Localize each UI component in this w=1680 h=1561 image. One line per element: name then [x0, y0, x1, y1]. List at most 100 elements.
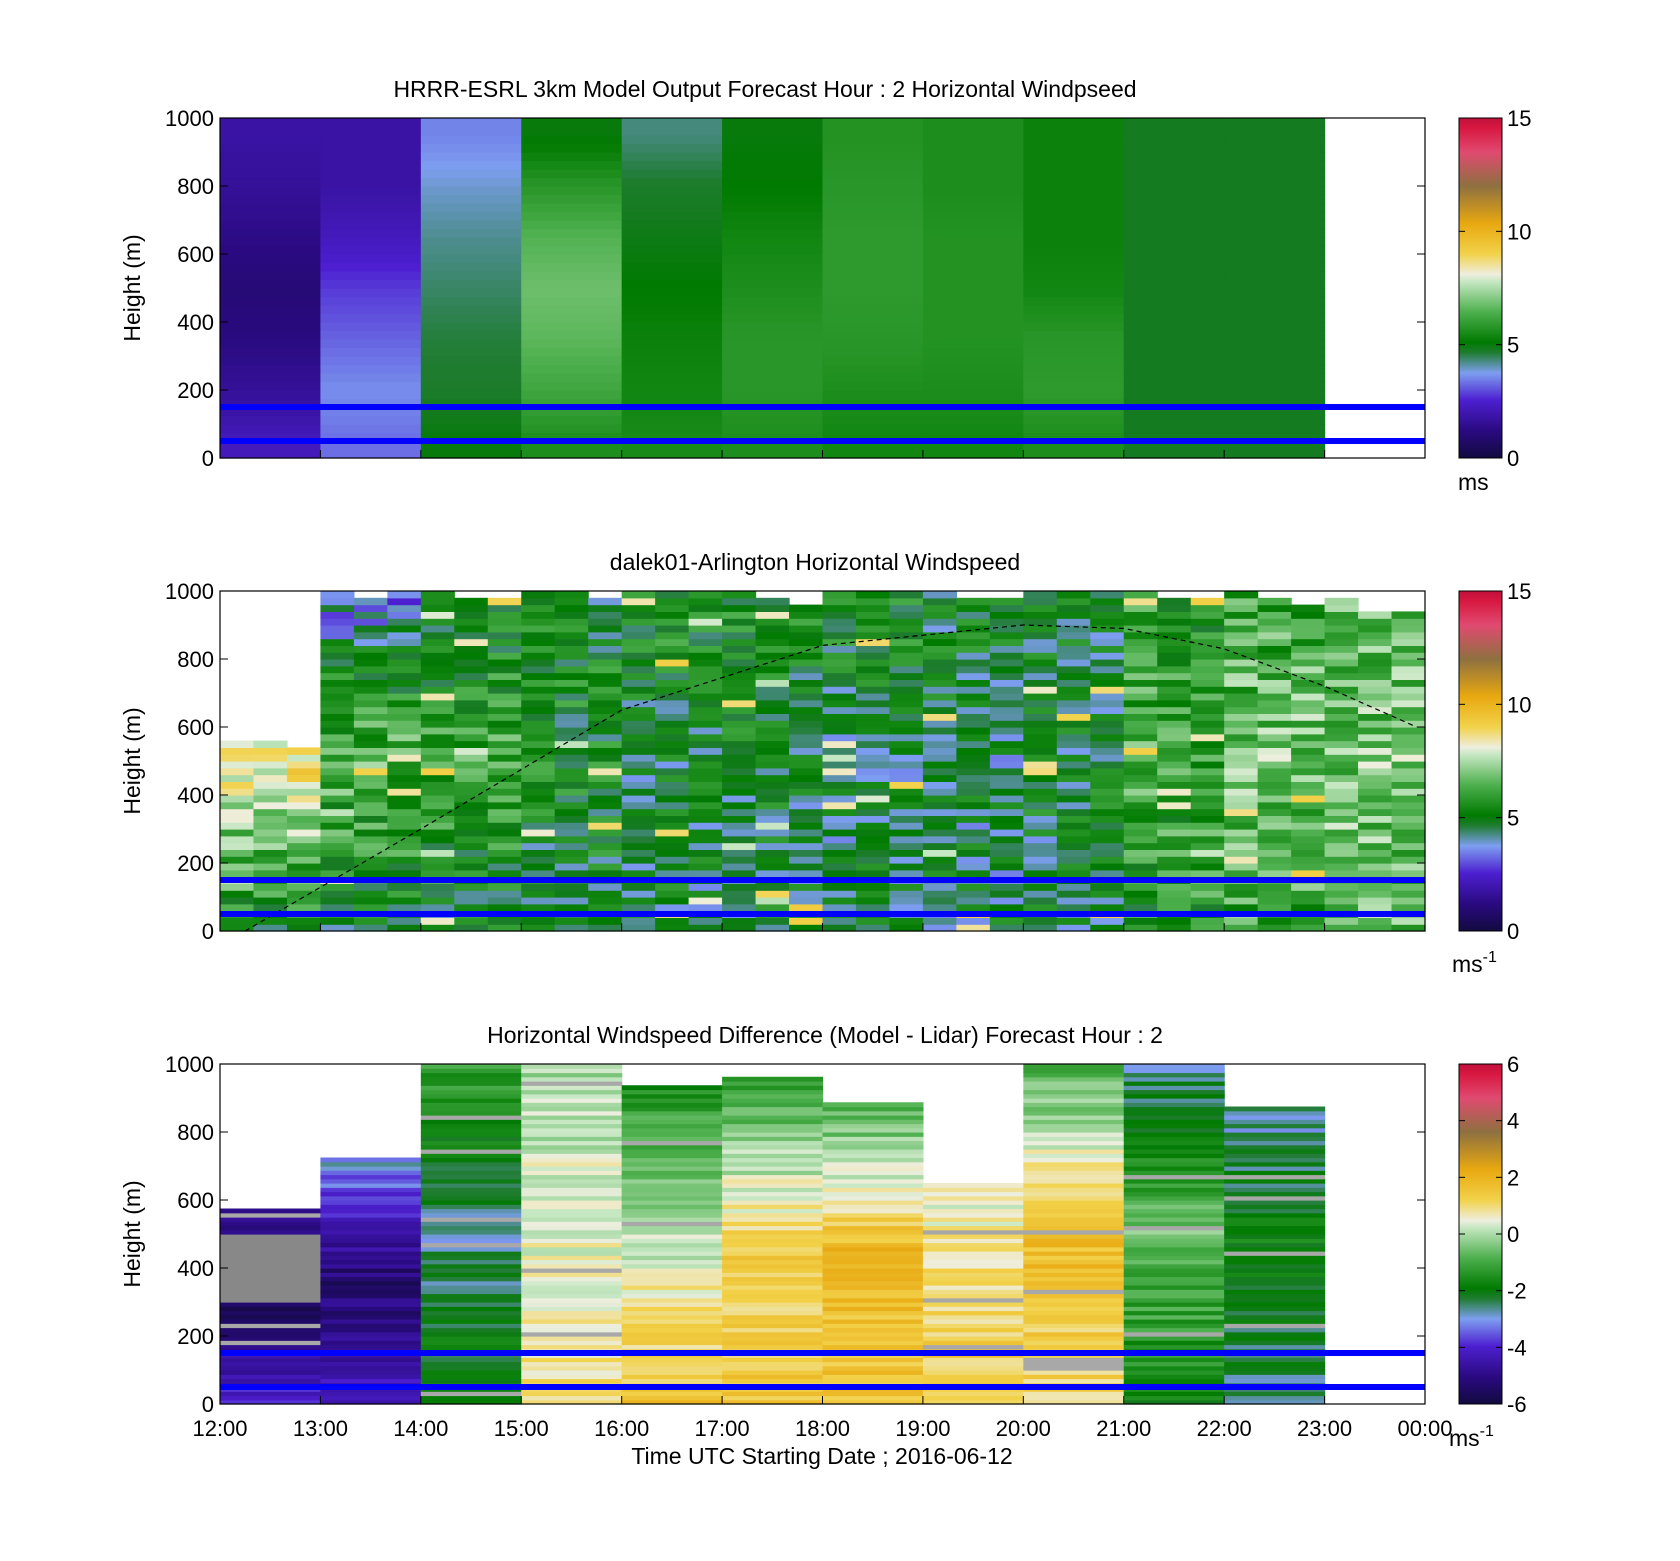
- heatmap-cell: [889, 740, 924, 748]
- heatmap-cell: [1291, 693, 1326, 701]
- heatmap-cell: [1056, 903, 1091, 912]
- heatmap-cell: [521, 604, 556, 612]
- heatmap-cell: [220, 924, 255, 932]
- heatmap-cell: [387, 774, 422, 782]
- heatmap-cell: [1224, 1251, 1326, 1256]
- heatmap-cell: [1391, 631, 1426, 640]
- heatmap-cell: [1123, 1229, 1225, 1235]
- heatmap-cell: [822, 781, 857, 789]
- heatmap-cell: [889, 774, 924, 782]
- heatmap-cell: [922, 706, 957, 714]
- heatmap-cell: [722, 1399, 824, 1405]
- heatmap-cell: [822, 1153, 924, 1159]
- heatmap-cell: [588, 720, 623, 728]
- heatmap-cell: [320, 856, 355, 864]
- heatmap-cell: [688, 618, 723, 626]
- heatmap-cell: [1391, 863, 1426, 871]
- heatmap-cell: [420, 152, 522, 162]
- heatmap-cell: [1257, 618, 1292, 626]
- heatmap-cell: [420, 441, 522, 451]
- heatmap-cell: [889, 604, 924, 612]
- heatmap-cell: [1123, 1166, 1225, 1171]
- heatmap-cell: [454, 801, 489, 810]
- heatmap-cell: [521, 313, 623, 323]
- heatmap-cell: [387, 672, 422, 680]
- heatmap-cell: [655, 801, 690, 810]
- heatmap-cell: [487, 747, 522, 755]
- heatmap-cell: [1224, 1399, 1326, 1405]
- heatmap-cell: [822, 1336, 924, 1341]
- heatmap-cell: [1090, 665, 1125, 674]
- heatmap-cell: [922, 1195, 1024, 1201]
- heatmap-cell: [454, 767, 489, 776]
- heatmap-cell: [387, 693, 422, 701]
- heatmap-cell: [1257, 679, 1292, 687]
- heatmap-cell: [1291, 625, 1326, 633]
- heatmap-cell: [1224, 1263, 1326, 1269]
- heatmap-cell: [722, 604, 757, 612]
- heatmap-cell: [353, 747, 388, 755]
- heatmap-cell: [353, 672, 388, 680]
- heatmap-cell: [922, 1289, 1024, 1295]
- heatmap-cell: [1224, 398, 1326, 408]
- heatmap-cell: [1157, 720, 1192, 728]
- heatmap-cell: [521, 917, 556, 925]
- heatmap-cell: [1291, 829, 1326, 837]
- heatmap-cell: [688, 693, 723, 701]
- heatmap-cell: [454, 849, 489, 857]
- heatmap-cell: [420, 849, 455, 857]
- heatmap-cell: [1123, 897, 1158, 905]
- heatmap-cell: [1224, 1140, 1326, 1146]
- heatmap-cell: [822, 686, 857, 694]
- heatmap-cell: [454, 672, 489, 680]
- heatmap-cell: [1257, 611, 1292, 619]
- heatmap-cell: [889, 863, 924, 871]
- heatmap-cell: [922, 143, 1024, 153]
- heatmap-cell: [889, 917, 924, 925]
- heatmap-cell: [1123, 339, 1225, 349]
- heatmap-cell: [1090, 611, 1125, 619]
- heatmap-cell: [521, 720, 556, 728]
- heatmap-cell: [387, 611, 422, 619]
- heatmap-cell: [320, 1310, 422, 1316]
- heatmap-cell: [220, 1314, 322, 1320]
- heatmap-cell: [922, 432, 1024, 442]
- heatmap-cell: [889, 924, 924, 932]
- heatmap-cell: [1324, 897, 1359, 905]
- heatmap-cell: [1224, 228, 1326, 238]
- heatmap-cell: [320, 1242, 422, 1248]
- heatmap-cell: [1391, 883, 1426, 891]
- heatmap-cell: [621, 254, 723, 264]
- heatmap-cell: [353, 604, 388, 612]
- heatmap-cell: [1023, 330, 1125, 340]
- heatmap-cell: [320, 1293, 422, 1299]
- heatmap-cell: [922, 347, 1024, 357]
- heatmap-cell: [320, 1204, 422, 1210]
- heatmap-cell: [320, 237, 422, 247]
- heatmap-cell: [1224, 160, 1326, 170]
- heatmap-cell: [1023, 897, 1058, 905]
- heatmap-cell: [621, 1310, 723, 1316]
- heatmap-cell: [588, 863, 623, 871]
- heatmap-cell: [1224, 271, 1326, 281]
- heatmap-cell: [655, 897, 690, 905]
- heatmap-cell: [1224, 1331, 1326, 1337]
- heatmap-cell: [1123, 1276, 1225, 1282]
- heatmap-cell: [1291, 686, 1326, 694]
- heatmap-cell: [621, 356, 723, 366]
- heatmap-cell: [1123, 1144, 1225, 1150]
- heatmap-cell: [922, 262, 1024, 272]
- colorbar-tick-label: 2: [1507, 1165, 1519, 1190]
- heatmap-cell: [1190, 795, 1225, 803]
- heatmap-cell: [1190, 659, 1225, 667]
- heatmap-cell: [1123, 924, 1158, 932]
- heatmap-cell: [722, 1089, 824, 1095]
- heatmap-cell: [822, 1229, 924, 1235]
- heatmap-cell: [1023, 390, 1125, 400]
- heatmap-cell: [1023, 1327, 1125, 1333]
- heatmap-cell: [1224, 237, 1326, 247]
- heatmap-cell: [253, 767, 288, 776]
- heatmap-cell: [822, 801, 857, 810]
- heatmap-cell: [521, 1319, 623, 1324]
- heatmap-cell: [621, 211, 723, 221]
